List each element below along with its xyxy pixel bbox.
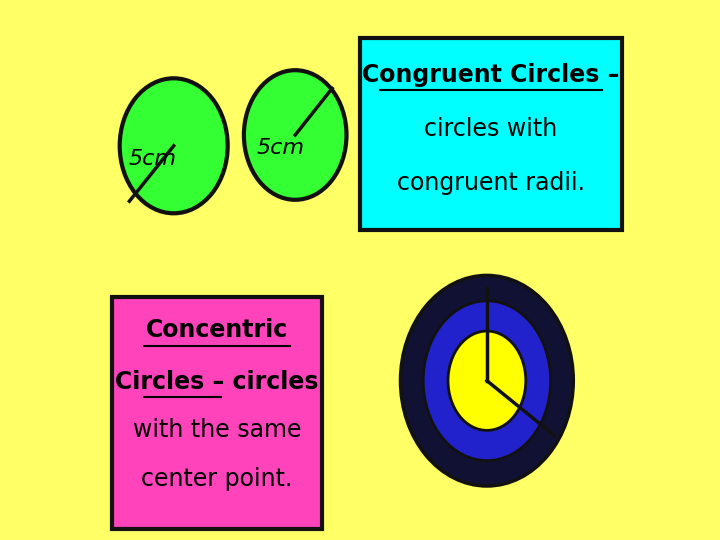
Text: center point.: center point. bbox=[141, 467, 292, 491]
Text: with the same: with the same bbox=[132, 418, 301, 442]
Text: congruent radii.: congruent radii. bbox=[397, 171, 585, 194]
FancyBboxPatch shape bbox=[360, 38, 622, 230]
Text: Congruent Circles –: Congruent Circles – bbox=[362, 63, 620, 86]
Ellipse shape bbox=[423, 301, 551, 461]
Ellipse shape bbox=[448, 331, 526, 430]
Ellipse shape bbox=[244, 70, 346, 200]
FancyBboxPatch shape bbox=[112, 297, 323, 529]
Text: circles with: circles with bbox=[424, 117, 557, 140]
Ellipse shape bbox=[400, 275, 573, 486]
Text: 5cm: 5cm bbox=[128, 149, 176, 170]
Ellipse shape bbox=[120, 78, 228, 213]
Text: Circles – circles: Circles – circles bbox=[115, 370, 319, 394]
Text: Concentric: Concentric bbox=[145, 319, 288, 342]
Text: 5cm: 5cm bbox=[256, 138, 304, 159]
